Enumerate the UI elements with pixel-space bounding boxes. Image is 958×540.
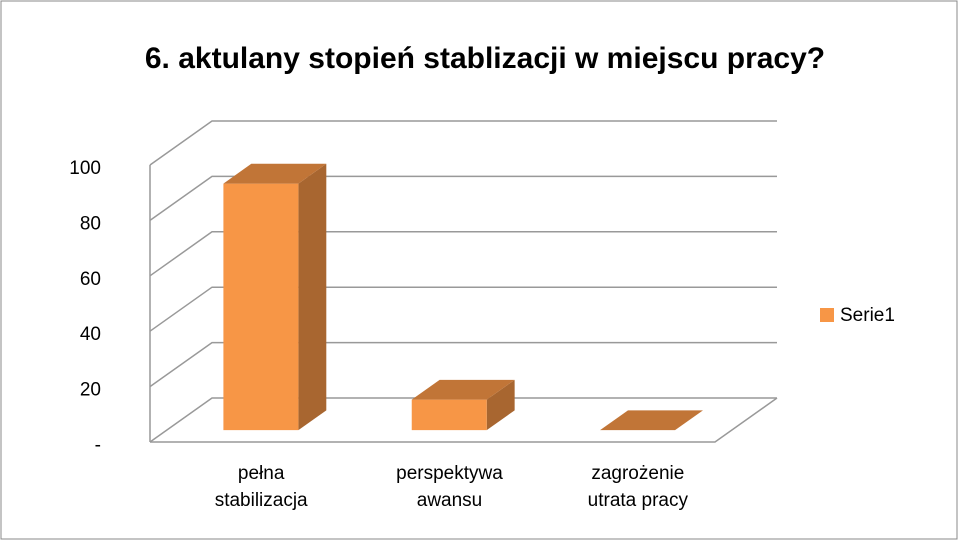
y-tick-label: - — [95, 435, 101, 456]
bar-top — [600, 410, 703, 431]
grid-line — [149, 175, 777, 222]
y-tick-label: 40 — [80, 324, 101, 345]
bar-side — [486, 379, 515, 431]
y-tick-label: 80 — [80, 213, 101, 234]
bar — [411, 379, 515, 431]
grid-line — [149, 231, 777, 277]
floor — [150, 397, 778, 443]
bar — [600, 410, 703, 431]
y-tick-label: 60 — [80, 269, 101, 290]
bar-front — [411, 399, 487, 431]
x-tick-label: pełna stabilizacja — [214, 463, 308, 511]
chart-title: 6. aktulany stopień stablizacji w miejsc… — [145, 42, 825, 75]
bar-front — [223, 183, 299, 431]
bar-side — [298, 163, 327, 431]
y-tick-label: 100 — [69, 158, 101, 179]
y-tick-label: 20 — [80, 380, 101, 401]
grid-line — [149, 397, 777, 443]
legend-label: Serie1 — [840, 305, 895, 326]
x-tick-label: perspektywa awansu — [396, 463, 503, 511]
legend-swatch — [820, 308, 834, 322]
bar-top — [223, 163, 327, 184]
x-tick-label: zagrożenie utrata pracy — [587, 463, 688, 511]
grid-line — [149, 120, 777, 166]
bar-top — [411, 379, 515, 400]
bar — [223, 163, 327, 431]
grid-line — [149, 341, 777, 388]
grid-line — [149, 286, 777, 332]
